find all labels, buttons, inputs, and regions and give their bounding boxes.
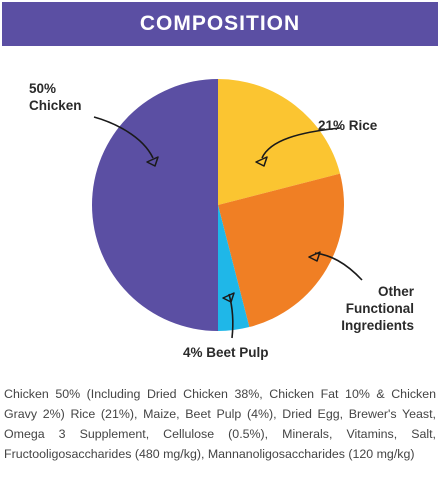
slice-label-3: 50% Chicken: [29, 81, 82, 113]
section-header: COMPOSITION: [2, 2, 438, 46]
slice-label-line: Ingredients: [341, 318, 414, 333]
pointer-head-2: [222, 292, 235, 303]
slice-label-line: 50%: [29, 81, 56, 96]
composition-pie-chart: 21% Rice Other Functional Ingredients 4% Bee…: [29, 79, 415, 360]
slice-label-line: 4% Beet Pulp: [183, 345, 269, 360]
slice-label-0: 21% Rice: [318, 118, 378, 133]
slice-label-2: 4% Beet Pulp: [183, 345, 269, 360]
slice-label-line: 21% Rice: [318, 118, 378, 133]
pointer-line-3: [93, 116, 154, 159]
pie-slice-1: [218, 173, 344, 328]
pie-slice-3: [92, 79, 218, 331]
slice-label-1: Other Functional Ingredients: [341, 284, 415, 333]
slice-label-line: Chicken: [29, 98, 82, 113]
pointer-head-1: [308, 251, 321, 262]
pointer-head-3: [146, 156, 159, 167]
pointer-line-2: [228, 293, 234, 339]
ingredients-description: Chicken 50% (Including Dried Chicken 38%…: [4, 387, 436, 461]
slice-label-line: Functional: [346, 301, 414, 316]
slice-label-line: Other: [378, 284, 415, 299]
pointer-head-0: [255, 156, 268, 167]
section-title: COMPOSITION: [139, 12, 301, 35]
pointer-line-0: [261, 127, 341, 159]
